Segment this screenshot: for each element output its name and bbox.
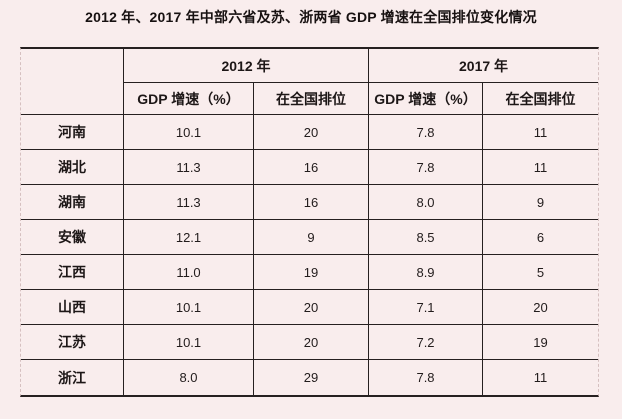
chart-title: 2012 年、2017 年中部六省及苏、浙两省 GDP 增速在全国排位变化情况 [85, 9, 537, 25]
sub-header-cell: 在全国排位 [483, 83, 599, 115]
value-cell: 9 [483, 185, 599, 220]
province-cell: 河南 [21, 115, 124, 150]
value-cell: 12.1 [124, 220, 254, 255]
table-row: 湖北 11.3 16 7.8 11 [21, 150, 599, 185]
year-header-2012: 2012 年 [124, 49, 370, 83]
value-cell: 10.1 [124, 115, 254, 150]
value-cell: 19 [254, 255, 370, 290]
value-cell: 10.1 [124, 325, 254, 360]
value-cell: 20 [254, 115, 370, 150]
value-cell: 8.0 [369, 185, 484, 220]
value-cell: 16 [254, 185, 370, 220]
table-row: 江苏 10.1 20 7.2 19 [21, 325, 599, 360]
corner-cell [21, 49, 124, 115]
value-cell: 7.1 [369, 290, 484, 325]
value-cell: 7.2 [369, 325, 484, 360]
province-cell: 湖南 [21, 185, 124, 220]
value-cell: 11.3 [124, 185, 254, 220]
table-row: 河南 10.1 20 7.8 11 [21, 115, 599, 150]
value-cell: 7.8 [369, 360, 484, 395]
year-header-row: 2012 年 2017 年 [21, 49, 599, 115]
table-row: 湖南 11.3 16 8.0 9 [21, 185, 599, 220]
value-cell: 11 [483, 115, 599, 150]
gdp-ranking-table: 2012 年 2017 年 GDP 增速（%） 在全国排位 GDP 增速（%） 在全国… [20, 47, 600, 397]
value-cell: 10.1 [124, 290, 254, 325]
value-cell: 11.3 [124, 150, 254, 185]
value-cell: 8.0 [124, 360, 254, 395]
value-cell: 29 [254, 360, 370, 395]
province-cell: 安徽 [21, 220, 124, 255]
sub-header-cell: GDP 增速（%） [369, 83, 484, 115]
value-cell: 16 [254, 150, 370, 185]
province-cell: 江苏 [21, 325, 124, 360]
value-cell: 11 [533, 370, 548, 385]
province-cell: 浙江 [21, 360, 124, 395]
value-cell: 20 [254, 325, 370, 360]
value-cell: 11.0 [124, 255, 254, 290]
table-row: 浙江 8.0 29 7.8 11 [21, 360, 598, 395]
value-cell: 9 [254, 220, 370, 255]
value-cell: 20 [254, 290, 370, 325]
value-cell: 8.5 [369, 220, 484, 255]
value-cell: 11 [483, 150, 599, 185]
sub-header-row: GDP 增速（%） 在全国排位 GDP 增速（%） 在全国排位 [21, 83, 599, 115]
value-cell: 6 [483, 220, 599, 255]
province-cell: 山西 [21, 290, 124, 325]
table-row: 安徽 12.1 9 8.5 6 [21, 220, 599, 255]
year-header-2017: 2017 年 [369, 49, 599, 83]
province-cell: 湖北 [21, 150, 124, 185]
sub-header-cell: 在全国排位 [254, 83, 370, 115]
value-cell: 20 [483, 290, 599, 325]
value-cell: 5 [483, 255, 599, 290]
value-cell: 7.8 [369, 115, 484, 150]
value-cell: 7.8 [369, 150, 484, 185]
table-row: 江西 11.0 19 8.9 5 [21, 255, 599, 290]
value-cell: 19 [483, 325, 599, 360]
province-cell: 江西 [21, 255, 124, 290]
table-row: 山西 10.1 20 7.1 20 [21, 290, 599, 325]
sub-header-cell: GDP 增速（%） [124, 83, 254, 115]
value-cell: 8.9 [369, 255, 484, 290]
